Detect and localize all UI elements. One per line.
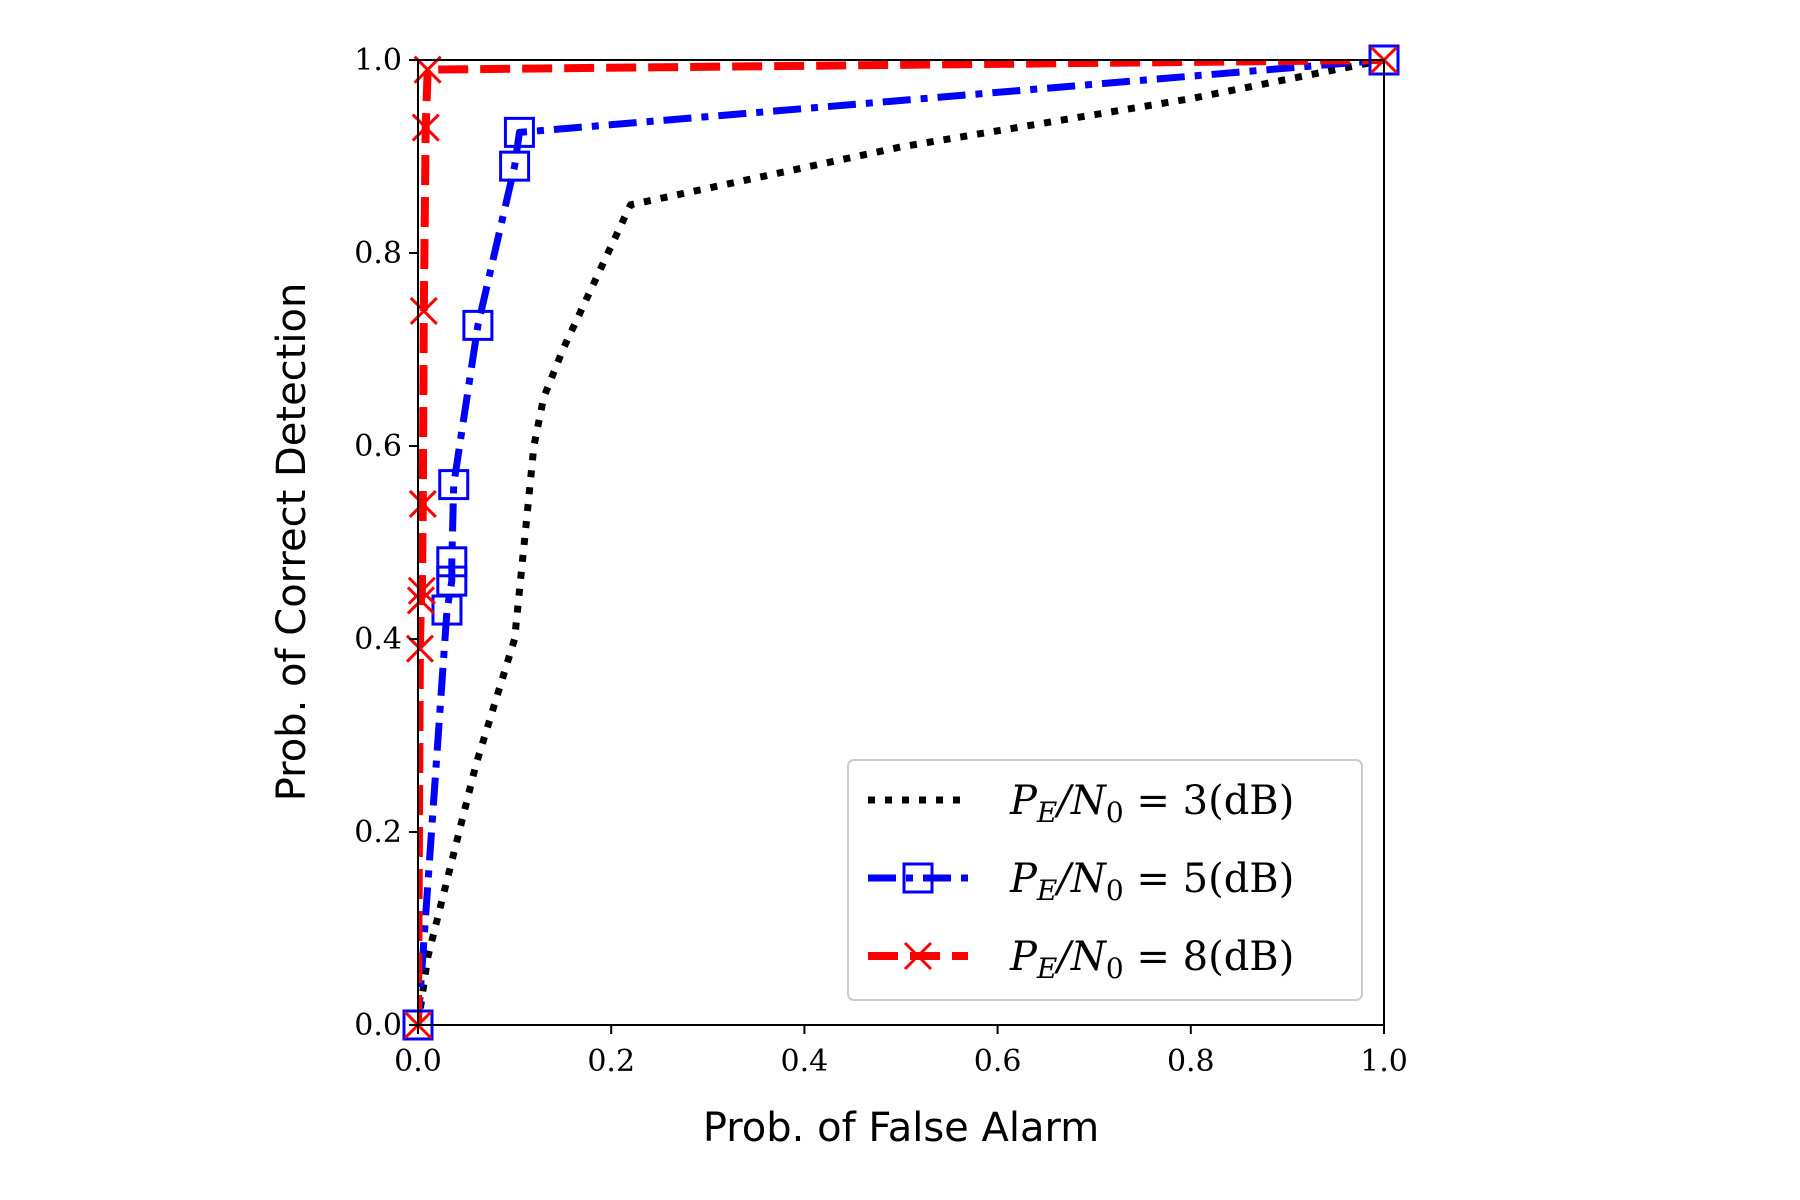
legend-label-3: PE/N0 = 8(dB) — [1009, 934, 1294, 985]
y-tick-label: 0.6 — [354, 429, 402, 464]
x-marker — [409, 296, 438, 325]
plot-frame — [417, 59, 1385, 1026]
square-marker — [462, 309, 494, 341]
legend-label-1: PE/N0 = 3(dB) — [1009, 778, 1294, 829]
legend: PE/N0 = 3(dB) PE/N0 = 5(dB) PE/N0 = 8(dB) — [847, 759, 1363, 1001]
x-tick-label: 0.8 — [1167, 1044, 1215, 1079]
x-tick-label: 0.6 — [974, 1044, 1022, 1079]
x-marker — [408, 489, 437, 518]
x-tick-label: 0.0 — [394, 1044, 442, 1079]
square-marker — [902, 862, 934, 894]
square-marker — [499, 150, 531, 182]
square-marker — [503, 116, 535, 148]
y-tick-label: 0.8 — [354, 236, 402, 271]
x-marker — [407, 576, 436, 605]
y-axis-title: Prob. of Correct Detection — [269, 283, 315, 802]
y-tick-label: 1.0 — [354, 43, 402, 78]
x-tick-label: 1.0 — [1360, 1044, 1408, 1079]
y-tick-label: 0.2 — [354, 815, 402, 850]
legend-frame — [847, 759, 1363, 1001]
series-line-2 — [418, 60, 1384, 1025]
x-marker — [406, 586, 435, 615]
x-axis: 0.0 0.2 0.4 0.6 0.8 1.0 — [394, 1025, 1408, 1079]
x-tick-label: 0.2 — [587, 1044, 635, 1079]
square-marker — [436, 546, 468, 578]
x-axis-title: Prob. of False Alarm — [703, 1105, 1099, 1151]
x-marker — [903, 941, 933, 971]
legend-label-2: PE/N0 = 5(dB) — [1009, 856, 1294, 907]
y-tick-label: 0.0 — [354, 1008, 402, 1043]
square-marker — [436, 565, 468, 597]
x-tick-label: 0.4 — [781, 1044, 829, 1079]
y-tick-label: 0.4 — [354, 622, 402, 657]
y-axis: 0.0 0.2 0.4 0.6 0.8 1.0 — [354, 43, 418, 1043]
square-marker — [438, 469, 470, 501]
